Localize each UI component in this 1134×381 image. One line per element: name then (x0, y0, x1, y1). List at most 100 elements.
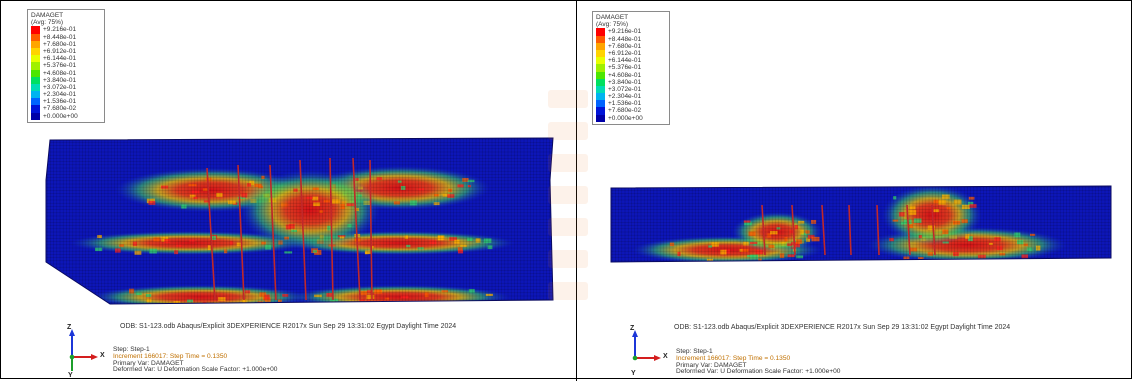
damage-element (424, 292, 429, 298)
damage-element (744, 221, 752, 226)
legend-value: +3.072e-01 (43, 83, 77, 91)
step-info-block: Step: Step-1 Increment 166017: Step Time… (113, 346, 277, 374)
damage-zone (90, 285, 310, 304)
legend-swatch (31, 40, 40, 48)
legend-swatch (31, 47, 40, 56)
damage-element (720, 249, 727, 255)
damage-element (758, 258, 762, 262)
legend-row: +7.680e-02 (596, 107, 666, 115)
legend-row: +2.304e-01 (596, 93, 666, 101)
damage-element (748, 231, 756, 237)
damage-element (805, 230, 810, 234)
damage-element (417, 247, 424, 250)
damage-element (994, 237, 1001, 242)
legend-value: +2.304e-01 (43, 91, 77, 99)
damage-element (97, 234, 102, 239)
damage-element (146, 198, 154, 204)
damage-element (434, 194, 439, 197)
damage-element (347, 224, 352, 228)
damage-element (397, 180, 402, 183)
damage-element (952, 220, 961, 225)
legend-swatch (596, 85, 605, 94)
triad-x-arrowhead (654, 355, 661, 361)
rebar-line (876, 204, 880, 256)
legend-swatch (31, 105, 40, 113)
damage-element (462, 178, 469, 182)
damage-element (370, 246, 374, 249)
legend-swatch (596, 28, 605, 36)
damage-element (364, 251, 369, 255)
legend-value: +0.000e+00 (608, 114, 643, 122)
damage-element (768, 244, 775, 249)
damage-element (892, 219, 899, 222)
damage-element (368, 305, 376, 308)
damage-element (218, 297, 226, 301)
legend-swatch (596, 71, 605, 79)
damage-element (961, 219, 968, 224)
damage-element (224, 249, 228, 254)
legend-value: +5.376e-01 (43, 62, 77, 70)
legend-value: +1.536e-01 (43, 98, 77, 106)
damage-element (339, 236, 345, 239)
damage-element (264, 294, 270, 300)
legend-row: +1.536e-01 (31, 98, 101, 106)
legend-row: +0.000e+00 (31, 112, 101, 120)
damage-element (1030, 233, 1036, 236)
damage-element (228, 200, 236, 205)
odb-info-line: ODB: S1-123.odb Abaqus/Explicit 3DEXPERI… (120, 323, 457, 330)
damage-element (770, 231, 778, 235)
damage-element (1014, 232, 1021, 238)
legend-row: +7.680e-01 (31, 40, 101, 48)
damage-element (487, 245, 493, 250)
damage-element (223, 303, 228, 304)
legend-row: +3.072e-01 (31, 83, 101, 92)
legend-swatch (31, 62, 40, 70)
damage-element (181, 204, 187, 209)
damage-element (448, 188, 453, 192)
damage-element (187, 299, 194, 303)
legend-row: +9.216e-01 (31, 26, 101, 34)
damage-element (988, 242, 993, 245)
damage-element (417, 188, 425, 191)
damage-element (149, 248, 157, 254)
damage-element (918, 235, 922, 239)
damage-element (946, 207, 951, 210)
damage-element (360, 291, 368, 295)
damage-element (265, 244, 272, 250)
damage-element (191, 190, 199, 194)
damage-element (784, 237, 788, 242)
damage-element (203, 200, 210, 203)
damage-zone (240, 170, 380, 250)
damage-element (953, 252, 959, 257)
legend-row: +5.376e-01 (31, 62, 101, 70)
damage-element (202, 188, 209, 192)
legend-swatch (596, 107, 605, 115)
damage-element (996, 246, 1003, 250)
damage-element (237, 196, 246, 199)
triad-y-origin (632, 355, 638, 361)
damage-element (909, 247, 918, 252)
damage-element (938, 200, 946, 205)
damage-element (918, 256, 924, 261)
legend-swatch (31, 98, 40, 106)
triad-z-label: Z (67, 324, 72, 331)
legend-value: +0.000e+00 (43, 112, 78, 120)
damage-zone (290, 285, 510, 304)
damage-element (346, 203, 355, 207)
damage-element (441, 290, 449, 293)
damage-element (794, 224, 798, 230)
legend-swatch (596, 93, 605, 101)
legend-value: +9.216e-01 (43, 26, 77, 34)
coordinate-triad-icon (632, 330, 661, 361)
damage-element (374, 289, 382, 294)
damage-element (1027, 247, 1033, 252)
damage-element (245, 290, 251, 294)
damage-element (796, 255, 804, 259)
damage-element (153, 237, 160, 242)
damage-element (941, 194, 950, 199)
beam-body (611, 186, 1111, 262)
increment-line: Increment 166017: Step Time = 0.1350 (113, 352, 228, 360)
damage-element (288, 223, 295, 229)
damage-element (480, 303, 485, 304)
